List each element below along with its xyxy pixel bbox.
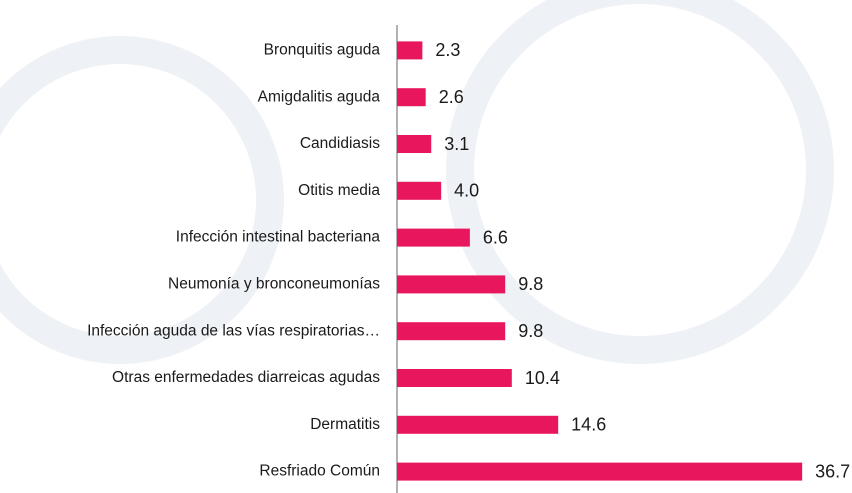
- y-tick-label: Resfriado Común: [259, 463, 380, 480]
- bar: [397, 135, 432, 153]
- y-tick-label: Dermatitis: [310, 416, 380, 433]
- value-label: 4.0: [454, 181, 479, 201]
- bar: [397, 41, 423, 60]
- value-label: 6.6: [483, 227, 508, 247]
- bar: [397, 415, 559, 434]
- bar: [397, 181, 442, 200]
- value-label: 14.6: [571, 415, 606, 435]
- y-tick-label: Neumonía y bronconeumonías: [168, 275, 380, 292]
- y-tick-label: Otitis media: [298, 182, 380, 199]
- bar: [397, 228, 470, 247]
- value-label: 9.8: [518, 274, 543, 294]
- y-tick-label: Otras enfermedades diarreicas agudas: [112, 369, 380, 386]
- y-tick-label: Bronquitis aguda: [264, 41, 381, 58]
- value-label: 10.4: [525, 368, 560, 388]
- bar: [397, 322, 506, 341]
- value-label: 36.7: [815, 461, 850, 481]
- bar: [397, 462, 803, 481]
- y-tick-label: Infección aguda de las vías respiratoria…: [87, 322, 380, 339]
- value-label: 2.6: [439, 87, 464, 107]
- value-label: 3.1: [444, 134, 469, 154]
- bar: [397, 275, 506, 294]
- y-tick-label: Amigdalitis aguda: [258, 88, 381, 105]
- y-tick-label: Infección intestinal bacteriana: [176, 229, 381, 246]
- bar: [397, 88, 426, 107]
- y-tick-label: Candidiasis: [300, 135, 380, 152]
- value-label: 2.3: [435, 40, 460, 60]
- value-label: 9.8: [518, 321, 543, 341]
- bar: [397, 369, 512, 387]
- watermark: [0, 0, 834, 364]
